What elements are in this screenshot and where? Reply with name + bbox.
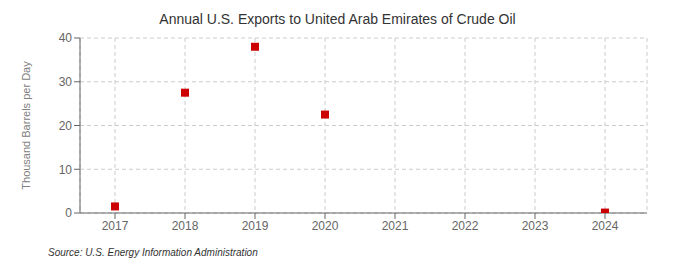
html-text:Source: U.S. Energy Informatio: Source: U.S. Energy Information Administ… xyxy=(48,247,258,258)
svg-text:10: 10 xyxy=(59,163,73,177)
svg-text:2018: 2018 xyxy=(172,219,199,233)
svg-text:2021: 2021 xyxy=(382,219,409,233)
svg-text:20: 20 xyxy=(59,119,73,133)
svg-text:2022: 2022 xyxy=(452,219,479,233)
html-text:Annual U.S. Exports to United: Annual U.S. Exports to United Arab Emira… xyxy=(159,11,516,27)
svg-text:Thousand Barrels per Day: Thousand Barrels per Day xyxy=(20,61,32,190)
svg-text:2024: 2024 xyxy=(592,219,619,233)
svg-text:2020: 2020 xyxy=(312,219,339,233)
svg-text:2017: 2017 xyxy=(102,219,129,233)
svg-text:2019: 2019 xyxy=(242,219,269,233)
svg-text:2023: 2023 xyxy=(522,219,549,233)
svg-text:30: 30 xyxy=(59,75,73,89)
svg-text:0: 0 xyxy=(65,206,72,220)
svg-text:40: 40 xyxy=(59,31,73,45)
